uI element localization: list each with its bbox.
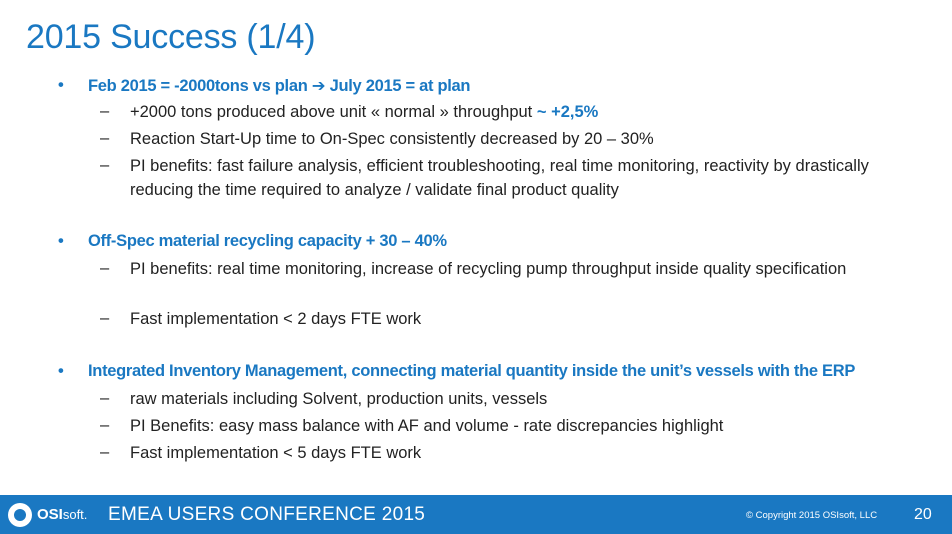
dash-icon: –: [100, 389, 110, 407]
conference-name: EMEA USERS CONFERENCE 2015: [108, 504, 426, 525]
bullet-icon: •: [58, 232, 64, 250]
slide-footer: OSIsoft. EMEA USERS CONFERENCE 2015 © Co…: [0, 495, 952, 534]
section-heading-3: Integrated Inventory Management, connect…: [88, 362, 856, 380]
page-number: 20: [914, 506, 932, 523]
item-accent: ~ +2,5%: [532, 103, 599, 121]
arrow-right-icon: ➔: [311, 77, 326, 95]
item-text: +2000 tons produced above unit « normal …: [130, 103, 533, 121]
section-heading-1: Feb 2015 = -2000tons vs plan ➔ July 2015…: [88, 76, 471, 96]
bullet-icon: •: [58, 362, 64, 380]
list-item: Fast implementation < 5 days FTE work: [130, 444, 422, 462]
dash-icon: –: [100, 259, 110, 277]
dash-icon: –: [100, 416, 110, 434]
logo-thin: soft.: [62, 507, 88, 522]
list-item: Reaction Start-Up time to On-Spec consis…: [130, 130, 654, 148]
heading-part: July 2015 = at plan: [325, 77, 471, 95]
list-item: +2000 tons produced above unit « normal …: [130, 100, 910, 124]
dash-icon: –: [100, 309, 110, 327]
dash-icon: –: [100, 156, 110, 174]
list-item: raw materials including Solvent, product…: [130, 390, 548, 408]
slide-title: 2015 Success (1/4): [26, 18, 316, 56]
section-heading-2: Off-Spec material recycling capacity + 3…: [88, 232, 447, 250]
logo-bold: OSI: [37, 506, 63, 523]
osisoft-logo: OSIsoft.: [37, 506, 87, 523]
heading-part: Feb 2015 = -2000tons vs plan: [88, 77, 312, 95]
bullet-icon: •: [58, 76, 64, 94]
list-item: Fast implementation < 2 days FTE work: [130, 310, 422, 328]
dash-icon: –: [100, 102, 110, 120]
list-item: PI Benefits: easy mass balance with AF a…: [130, 417, 724, 435]
list-item: PI benefits: fast failure analysis, effi…: [130, 157, 869, 199]
copyright-notice: © Copyright 2015 OSIsoft, LLC: [746, 510, 878, 521]
osisoft-logo-icon: [8, 503, 32, 527]
dash-icon: –: [100, 129, 110, 147]
dash-icon: –: [100, 443, 110, 461]
list-item: PI benefits: real time monitoring, incre…: [130, 260, 847, 278]
